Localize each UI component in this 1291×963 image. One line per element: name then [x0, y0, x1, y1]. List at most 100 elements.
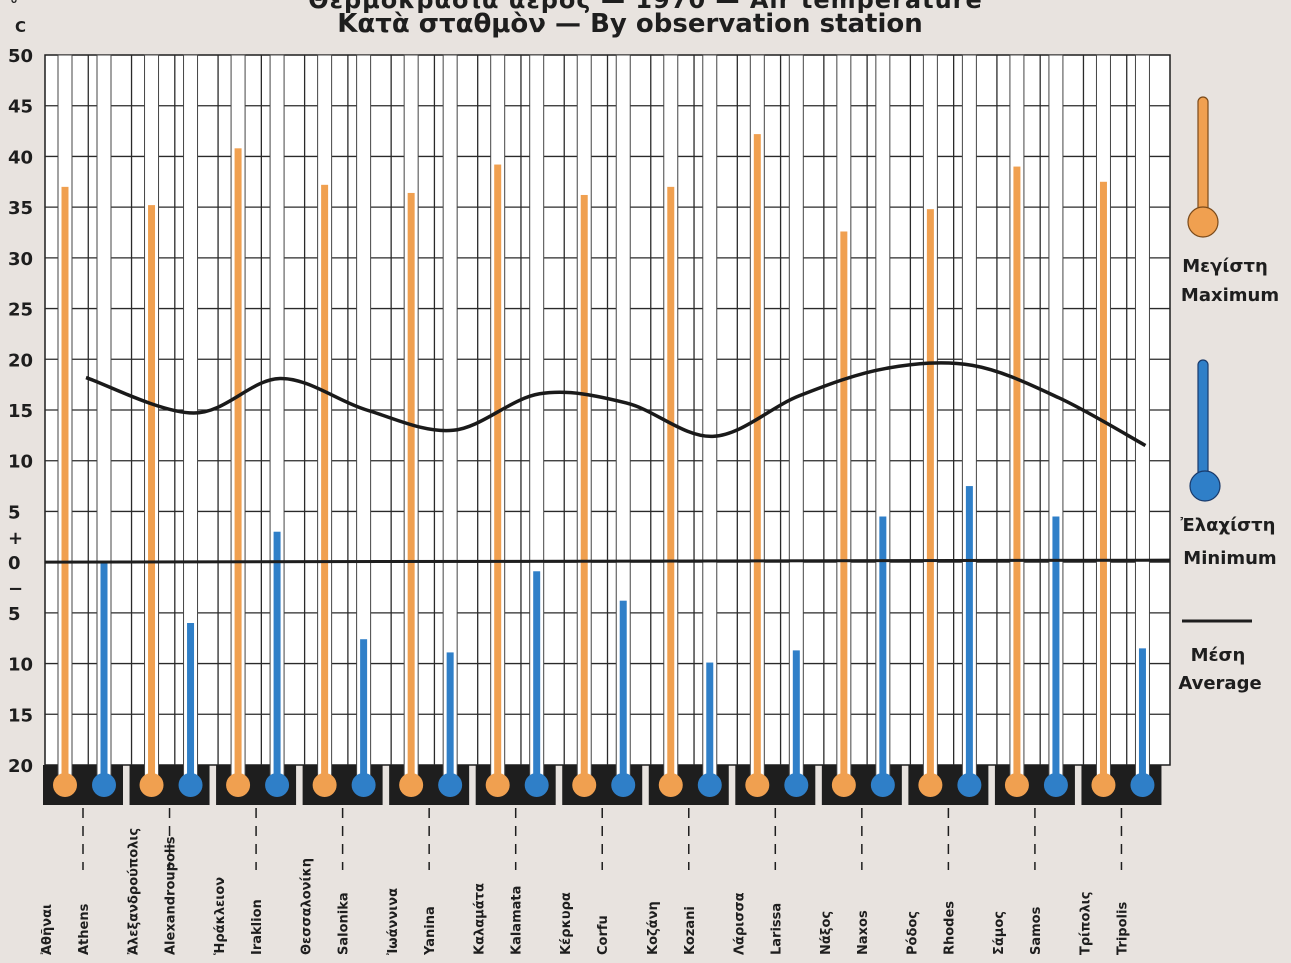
max-bar	[148, 205, 156, 786]
station-label-english: Larissa	[769, 903, 784, 955]
min-bar	[187, 623, 195, 785]
station-label-english: Yanina	[423, 906, 438, 956]
min-bulb	[611, 773, 636, 797]
min-bar	[446, 652, 454, 785]
chart-subtitle: Κατὰ σταθμὸν — By observation station	[337, 9, 923, 39]
max-bulb	[485, 773, 510, 797]
station-label-greek: Νάξος	[819, 911, 834, 955]
station-label-greek: Τρίπολις	[1078, 892, 1093, 955]
min-bulb	[178, 773, 203, 797]
min-bulb	[957, 773, 982, 797]
zero-line	[44, 558, 1171, 564]
y-tick-label: 30	[8, 249, 33, 270]
y-tick-label: 5	[8, 604, 21, 625]
max-bulb	[745, 773, 770, 797]
chart-title: Θερμοκρασία αέρος — 1970 — Air temperatu…	[308, 0, 983, 14]
min-bar	[965, 486, 973, 785]
y-tick-label: 50	[8, 46, 33, 67]
station-label-greek: Ρόδος	[905, 911, 920, 955]
station-label-greek: Ἡράκλειον	[213, 877, 228, 955]
y-tick-label: 10	[8, 655, 33, 676]
y-tick-label: −	[8, 579, 23, 600]
min-bulb	[524, 773, 549, 797]
legend-avg-label-greek: Μέση	[1191, 645, 1246, 666]
legend-max-label-greek: Μεγίστη	[1182, 256, 1268, 277]
legend-min-thermometer-icon	[1197, 359, 1209, 486]
max-bar	[667, 186, 675, 785]
max-bar	[407, 192, 415, 785]
legend-min-label-english: Minimum	[1183, 548, 1276, 569]
max-bulb	[658, 773, 683, 797]
station-label-english: Athens	[77, 903, 92, 955]
max-bulb	[139, 773, 164, 797]
max-bar	[61, 186, 69, 785]
legend-min-bulb-icon	[1189, 470, 1221, 502]
station-label-greek: Ἰωάννινα	[386, 888, 401, 955]
legend-max-bulb-icon	[1187, 206, 1219, 238]
legend-min-label-greek: Ἐλαχίστη	[1181, 515, 1276, 536]
y-tick-label: 20	[8, 756, 33, 777]
max-bar	[321, 184, 329, 786]
max-bar	[234, 148, 242, 786]
station-label-english: Iraklion	[250, 899, 265, 955]
max-bar	[753, 134, 761, 786]
station-label-greek: Σάμος	[992, 911, 1007, 955]
unit-label: C	[15, 18, 26, 36]
legend-avg-label-english: Average	[1178, 673, 1261, 694]
max-bar	[926, 209, 934, 785]
max-bar	[1099, 181, 1107, 786]
legend-max-label-english: Maximum	[1181, 285, 1279, 306]
max-bulb	[572, 773, 597, 797]
y-tick-label: 0	[8, 553, 21, 574]
station-label-greek: Κοζάνη	[646, 901, 661, 955]
min-bulb	[92, 773, 116, 797]
station-label-greek: Ἀλεξανδρούπολις	[127, 828, 142, 955]
station-label-greek: Καλαμάτα	[473, 883, 488, 955]
legend-max-thermometer-icon	[1197, 96, 1209, 223]
station-label-english: Kozani	[683, 906, 698, 955]
station-label-english: Corfu	[596, 915, 611, 955]
max-bulb	[312, 773, 337, 797]
max-bulb	[1004, 773, 1029, 797]
min-bulb	[1130, 773, 1155, 797]
station-label-english: Kalamata	[510, 886, 525, 955]
max-bulb	[918, 773, 943, 797]
max-bulb	[1091, 773, 1116, 797]
min-bulb	[784, 773, 809, 797]
y-tick-label: 15	[8, 705, 33, 726]
y-tick-label: 10	[8, 452, 33, 473]
station-label-english: Tripolis	[1115, 902, 1130, 955]
max-bulb	[399, 773, 424, 797]
min-bar	[273, 531, 281, 785]
y-tick-label: 35	[8, 198, 33, 219]
max-bulb	[226, 773, 251, 797]
min-bulb	[1043, 773, 1068, 797]
min-bar	[879, 516, 887, 785]
min-bar	[1052, 516, 1060, 785]
min-bar	[792, 650, 800, 785]
min-bulb	[697, 773, 722, 797]
y-tick-label: 45	[8, 97, 33, 118]
y-tick-label: 20	[8, 350, 33, 371]
max-bulb	[53, 773, 77, 797]
station-label-english: Salonika	[337, 892, 352, 955]
y-tick-label: 5	[8, 502, 21, 523]
max-bar	[1013, 166, 1021, 786]
station-label-english: Alexandroupolis	[164, 836, 179, 955]
min-bar	[360, 639, 368, 785]
min-bar	[533, 571, 541, 785]
station-label-greek: Ἀθῆναι	[40, 904, 55, 955]
station-label-english: Naxos	[856, 910, 871, 955]
station-label-english: Rhodes	[942, 901, 957, 955]
min-bulb	[870, 773, 895, 797]
max-bar	[580, 194, 588, 785]
max-bulb	[831, 773, 856, 797]
y-tick-label: 15	[8, 401, 33, 422]
min-bulb	[438, 773, 463, 797]
min-bulb	[265, 773, 290, 797]
y-tick-label: +	[8, 528, 23, 549]
y-tick-label: 25	[8, 300, 33, 321]
average-line	[85, 361, 1147, 448]
max-bar	[494, 164, 502, 786]
